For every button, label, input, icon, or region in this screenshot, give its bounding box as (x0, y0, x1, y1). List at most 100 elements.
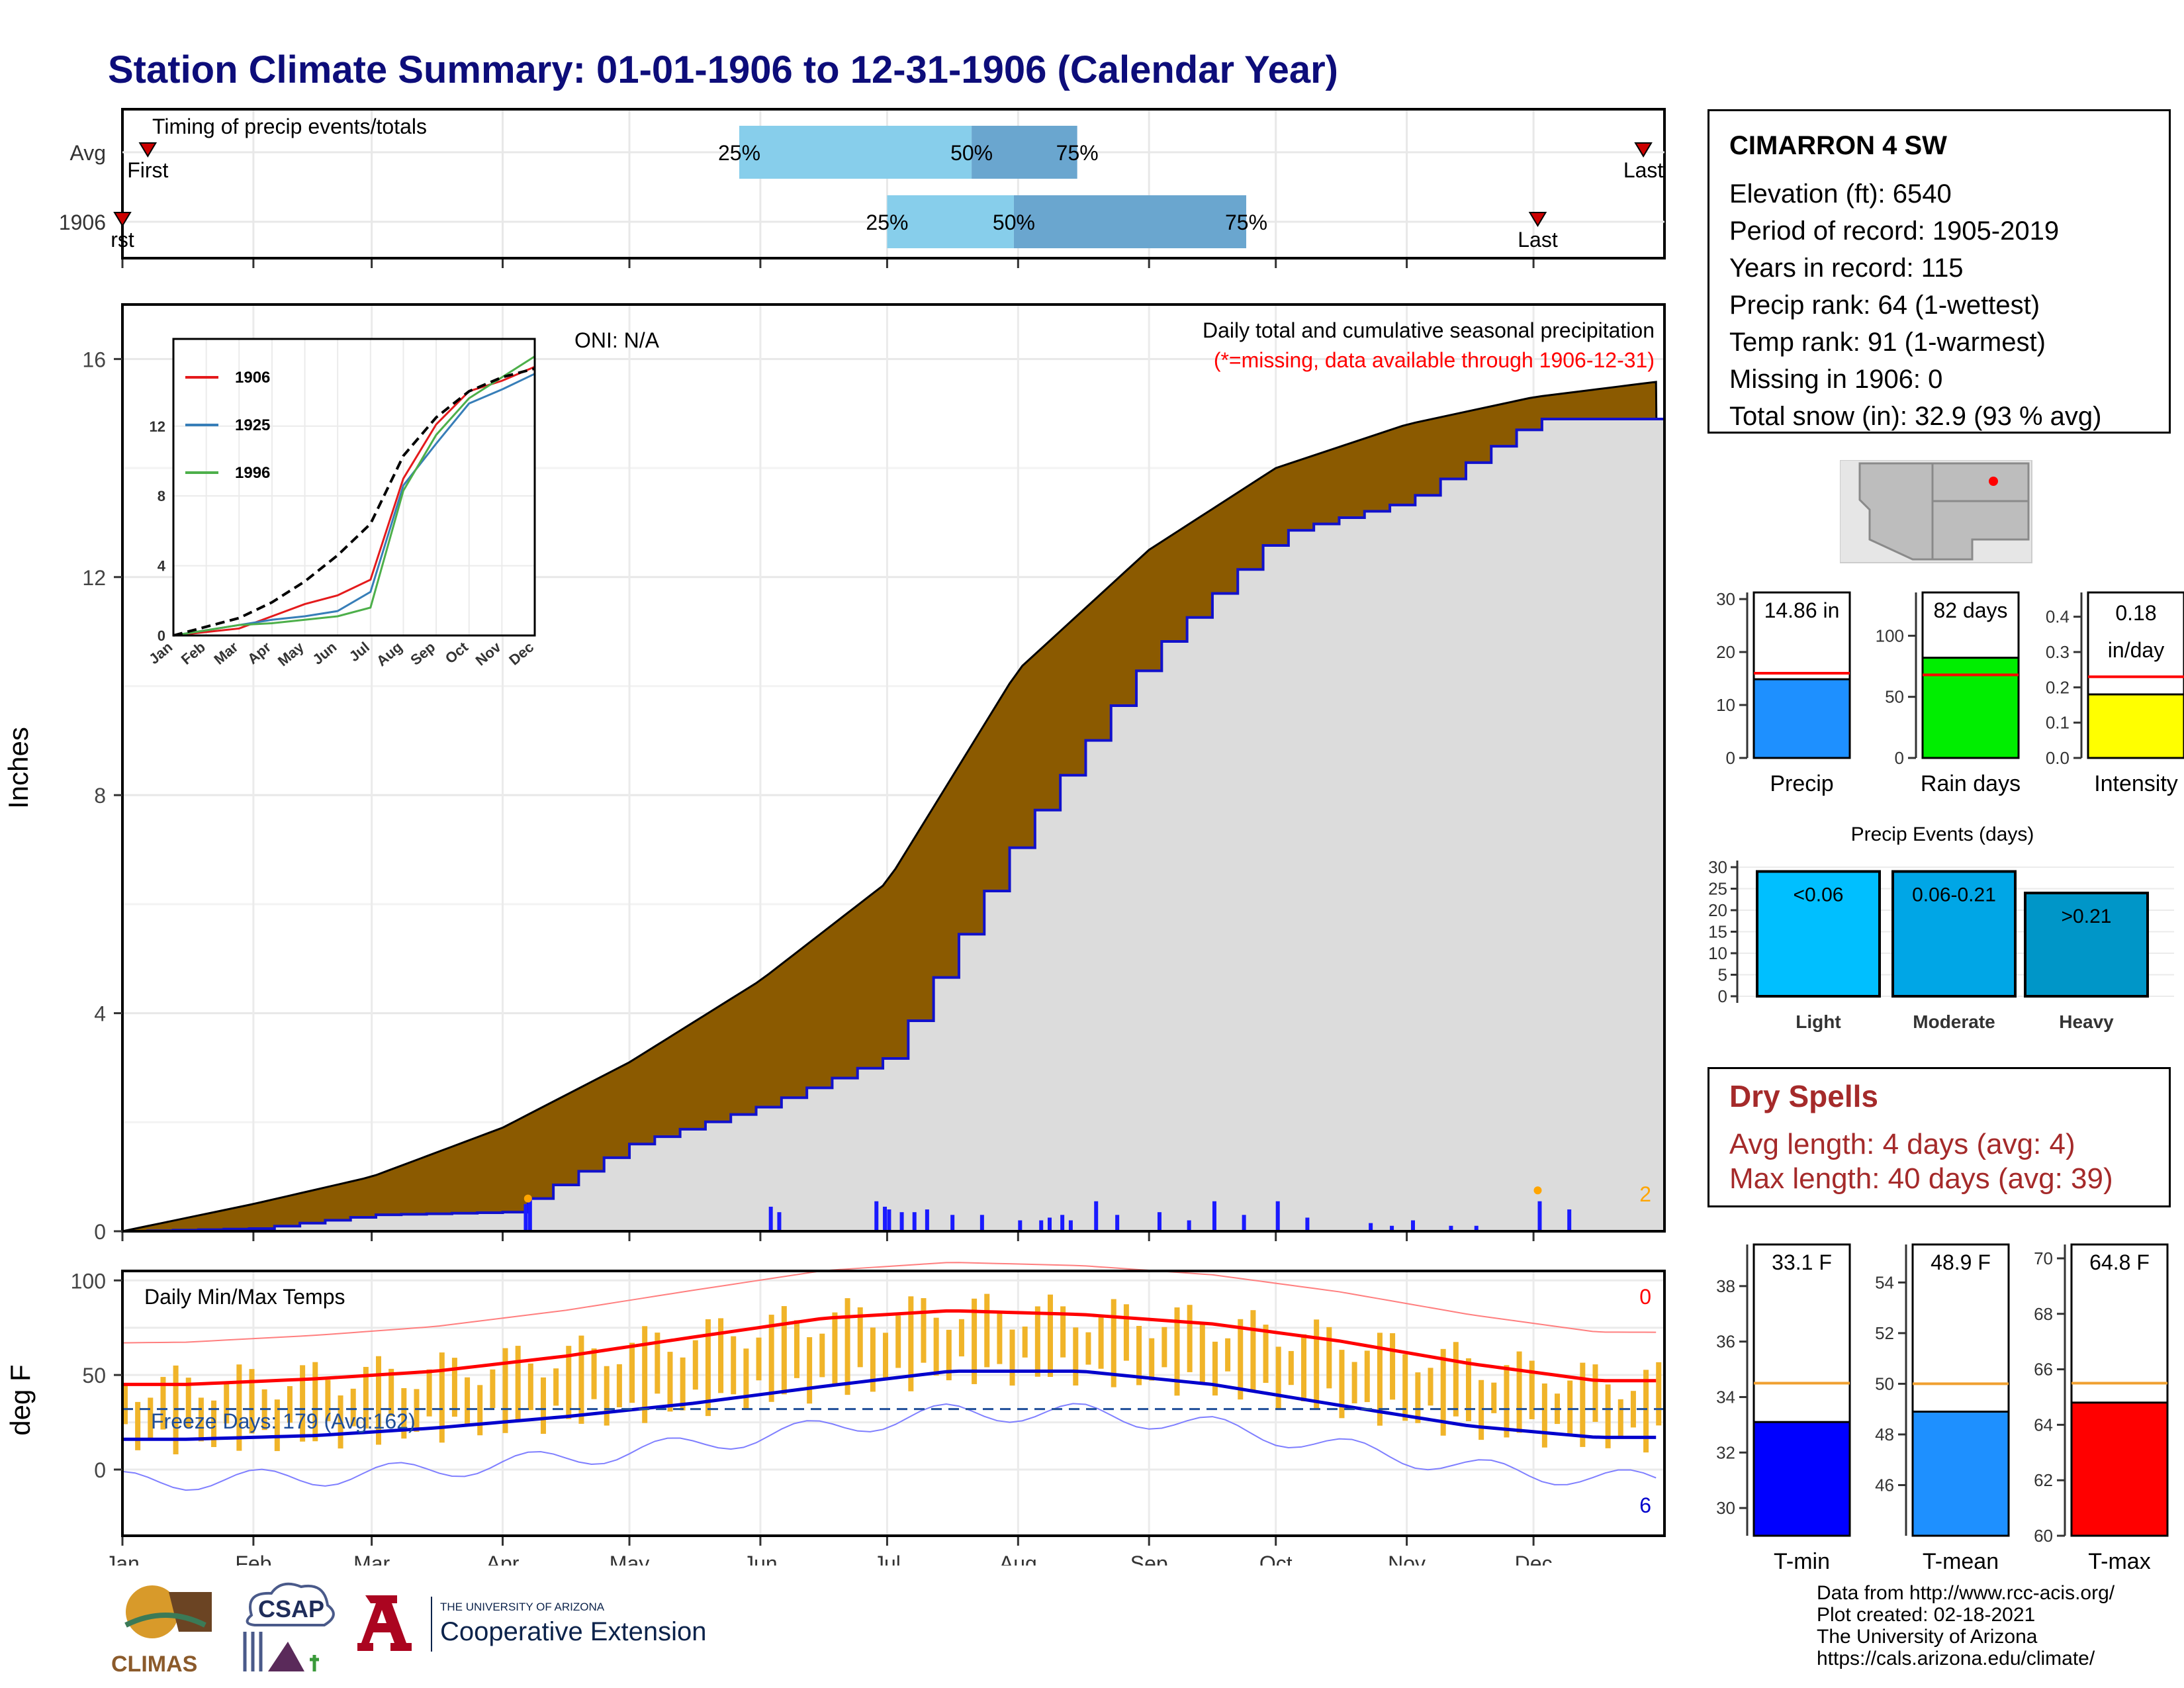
events-bar (2024, 892, 2149, 998)
precip-y-tick-label: 4 (94, 1002, 106, 1026)
daily-temp-bar (933, 1317, 939, 1376)
station-name: CIMARRON 4 SW (1729, 131, 1947, 160)
daily-temp-bar (122, 1384, 128, 1425)
dry-avg-length: Avg length: 4 days (avg: 4) (1729, 1128, 2075, 1160)
daily-temp-bar (1504, 1365, 1510, 1438)
timing-q50-label: 50% (950, 141, 993, 165)
daily-temp-bar (338, 1395, 343, 1449)
avg-max-temp-line (122, 1309, 1657, 1386)
inset-legend-label: 1906 (235, 369, 270, 387)
daily-temp-bar (680, 1357, 686, 1411)
daily-temp-bar (1199, 1323, 1205, 1383)
record-min-line (122, 1403, 1657, 1491)
daily-temp-bar (1174, 1307, 1180, 1396)
daily-temp-bar (1149, 1338, 1155, 1381)
daily-temp-bar (148, 1397, 154, 1439)
daily-temp-bar (249, 1369, 255, 1434)
footer-data-source: Data from http://www.rcc-acis.org/ (1817, 1582, 2115, 1604)
daily-precip-bar (950, 1215, 955, 1231)
daily-precip-bar (899, 1212, 904, 1231)
daily-temp-bar (781, 1306, 787, 1395)
temp-frame (121, 1270, 1666, 1537)
daily-temp-bar (1314, 1319, 1320, 1410)
daily-temp-bar (1275, 1346, 1281, 1410)
daily-temp-bar (578, 1335, 584, 1424)
station-elevation: Elevation (ft): 6540 (1729, 179, 1952, 209)
mini-bar-value (1752, 678, 1851, 759)
events-bar-range-label: >0.21 (2062, 906, 2112, 927)
temp-bar-value (2070, 1401, 2169, 1537)
daily-temp-bar (1617, 1399, 1623, 1437)
daily-precip-bar (1410, 1220, 1415, 1231)
events-y-tick-label: 30 (1708, 857, 1727, 877)
mini-y-tick-label: 0 (1895, 748, 1904, 768)
mini-y-tick-label: 30 (1716, 589, 1735, 609)
daily-temp-bar (363, 1366, 369, 1429)
daily-precip-bar (1018, 1220, 1023, 1231)
precip-y-tick-label: 8 (94, 784, 106, 808)
events-title: Precip Events (days) (1851, 823, 2034, 845)
station-info-box: CIMARRON 4 SW Elevation (ft): 6540 Perio… (1707, 109, 2171, 434)
daily-temp-bar (883, 1333, 889, 1379)
daily-precip-bar (1060, 1215, 1065, 1231)
last-event-marker-icon (1528, 212, 1547, 227)
inset-y-tick-label: 8 (158, 488, 165, 504)
daily-temp-bar (312, 1362, 318, 1442)
timing-row-label: 1906 (59, 211, 106, 234)
daily-temp-bar (1364, 1350, 1370, 1403)
timing-frame (121, 108, 1666, 259)
daily-temp-bar (629, 1342, 635, 1403)
daily-precip-bar (527, 1198, 532, 1231)
daily-temp-bar (160, 1377, 166, 1430)
inset-month-label: Oct (442, 638, 472, 667)
temp-bar-y-tick-label: 62 (2034, 1470, 2053, 1490)
footer-university: The University of Arizona (1817, 1626, 2038, 1648)
daily-temp-bar (946, 1329, 952, 1381)
events-bar (1891, 870, 2017, 998)
csap-wordmark: CSAP (258, 1595, 324, 1622)
inset-y-tick-label: 4 (158, 558, 166, 575)
daily-temp-bar (1491, 1382, 1497, 1413)
daily-temp-bar (388, 1368, 394, 1417)
daily-temp-bar (376, 1356, 382, 1445)
missing-note: (*=missing, data available through 1906-… (1214, 348, 1655, 372)
daily-temp-bar (350, 1388, 356, 1427)
daily-temp-bar (1479, 1380, 1484, 1440)
timing-q25-label: 25% (718, 141, 760, 165)
daily-precip-bar (912, 1212, 917, 1231)
month-tick-label: Aug (999, 1552, 1037, 1566)
inset-month-label: Jun (309, 639, 340, 668)
daily-temp-bar (768, 1315, 774, 1402)
timing-q50-label: 50% (993, 211, 1035, 234)
daily-precip-bar (883, 1206, 887, 1231)
daily-precip-bar (979, 1215, 984, 1231)
daily-temp-bar (1225, 1338, 1231, 1372)
daily-temp-bar (1212, 1341, 1218, 1396)
daily-temp-bar (1301, 1334, 1307, 1401)
daily-precip-bar (1094, 1201, 1099, 1231)
daily-temp-bar (1098, 1315, 1104, 1369)
month-tick-label: Oct (1259, 1552, 1293, 1566)
daily-temp-bar (895, 1315, 901, 1368)
daily-temp-bar (502, 1348, 508, 1433)
inset-month-label: Jan (146, 639, 175, 668)
events-y-tick-label: 15 (1708, 922, 1727, 942)
daily-temp-bar (1516, 1351, 1522, 1433)
daily-temp-bar (1085, 1332, 1091, 1365)
daily-temp-bar (1390, 1333, 1396, 1400)
station-temp-rank: Temp rank: 91 (1-warmest) (1729, 328, 2046, 357)
temp-bar-category-label: T-mean (1923, 1549, 1999, 1574)
page-title: Station Climate Summary: 01-01-1906 to 1… (108, 48, 1338, 91)
events-y-tick-label: 20 (1708, 900, 1727, 920)
daily-temp-bar (211, 1400, 217, 1448)
inset-background (173, 339, 535, 635)
events-category-label: Heavy (2059, 1011, 2114, 1032)
last-event-label: Last (1518, 228, 1558, 252)
mini-y-tick-label: 0.0 (2046, 748, 2070, 768)
daily-temp-bar (1288, 1350, 1294, 1385)
daily-temp-bar (844, 1298, 850, 1395)
daily-temp-bar (1161, 1327, 1167, 1368)
daily-precip-bar (768, 1206, 773, 1231)
daily-precip-bar (1474, 1225, 1479, 1231)
